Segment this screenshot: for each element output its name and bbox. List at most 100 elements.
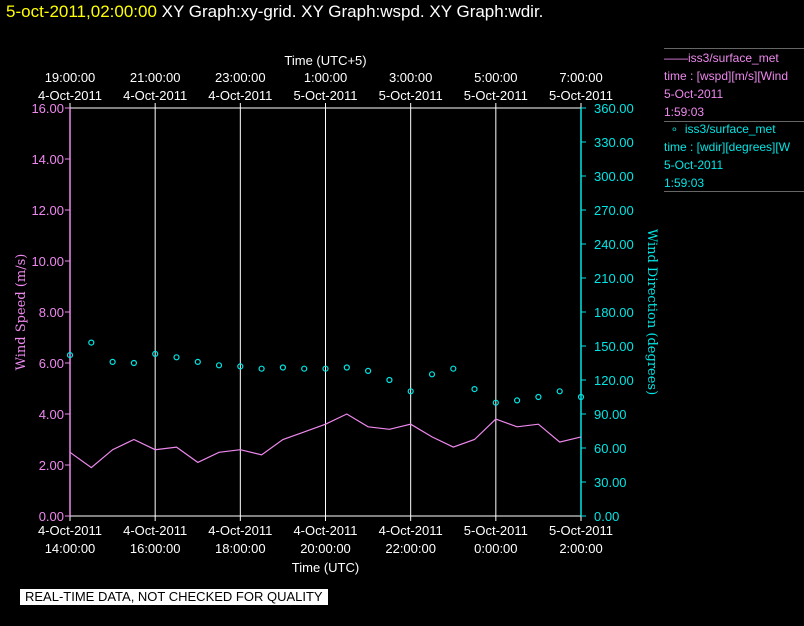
header-graph-titles: XY Graph:xy-grid. XY Graph:wspd. XY Grap… xyxy=(161,2,544,21)
right-tick-label: 330.00 xyxy=(594,135,634,150)
wind-direction-point xyxy=(152,350,159,357)
right-axis-label: Wind Direction (degrees) xyxy=(644,229,659,395)
left-tick-label: 0.00 xyxy=(39,509,64,524)
wind-direction-point xyxy=(322,365,329,372)
wind-direction-point xyxy=(577,393,585,401)
header-bar: 5-oct-2011,02:00:00 XY Graph:xy-grid. XY… xyxy=(6,2,543,22)
wind-direction-point xyxy=(535,393,542,401)
legend-series-time: 1:59:03 xyxy=(664,176,705,190)
top-axis-label: Time (UTC+5) xyxy=(284,53,366,68)
top-tick-date: 5-Oct-2011 xyxy=(549,88,613,103)
top-tick-time: 21:00:00 xyxy=(130,70,181,85)
bottom-tick-time: 20:00:00 xyxy=(300,541,351,556)
left-tick-label: 6.00 xyxy=(39,356,64,371)
left-tick-label: 8.00 xyxy=(39,305,64,320)
legend-series-name: iss3/surface_met xyxy=(688,51,779,65)
bottom-tick-date: 5-Oct-2011 xyxy=(549,523,613,538)
wind-direction-point xyxy=(258,365,265,372)
top-tick-date: 4-Oct-2011 xyxy=(208,88,272,103)
wind-direction-series xyxy=(66,339,585,406)
legend-series-name: iss3/surface_met xyxy=(684,122,776,136)
legend-series-date: 5-Oct-2011 xyxy=(664,158,724,172)
right-tick-label: 60.00 xyxy=(594,441,627,456)
wind-direction-point xyxy=(450,365,457,372)
top-tick-date: 5-Oct-2011 xyxy=(464,88,528,103)
right-tick-label: 120.00 xyxy=(594,373,634,388)
legend-series-desc: time : [wdir][degrees][W xyxy=(664,140,791,154)
right-tick-label: 90.00 xyxy=(594,407,627,422)
wind-direction-point xyxy=(215,362,223,369)
right-tick-label: 360.00 xyxy=(594,101,634,116)
legend-series-desc: time : [wspd][m/s][Wind xyxy=(664,69,789,83)
top-tick-time: 1:00:00 xyxy=(304,70,347,85)
top-tick-time: 19:00:00 xyxy=(45,70,96,85)
left-tick-label: 16.00 xyxy=(31,101,64,116)
bottom-tick-date: 5-Oct-2011 xyxy=(464,523,528,538)
top-tick-date: 4-Oct-2011 xyxy=(123,88,187,103)
wind-direction-point xyxy=(88,339,95,346)
right-tick-label: 180.00 xyxy=(594,305,634,320)
wind-speed-series xyxy=(69,413,582,469)
right-tick-label: 150.00 xyxy=(594,339,634,354)
legend-entry-wdir: ∘ iss3/surface_met time : [wdir][degrees… xyxy=(664,120,804,192)
bottom-tick-time: 16:00:00 xyxy=(130,541,181,556)
bottom-tick-time: 14:00:00 xyxy=(45,541,96,556)
qc-banner: REAL-TIME DATA, NOT CHECKED FOR QUALITY xyxy=(20,589,328,605)
bottom-axis-label: Time (UTC) xyxy=(292,560,359,575)
wind-direction-point xyxy=(556,388,563,395)
left-tick-label: 10.00 xyxy=(31,254,64,269)
wind-direction-point xyxy=(407,388,414,395)
bottom-tick-date: 4-Oct-2011 xyxy=(293,523,357,538)
top-tick-date: 5-Oct-2011 xyxy=(379,88,443,103)
top-tick-time: 23:00:00 xyxy=(215,70,266,85)
bottom-tick-date: 4-Oct-2011 xyxy=(208,523,272,538)
right-tick-label: 210.00 xyxy=(594,271,634,286)
wind-direction-point xyxy=(109,358,116,365)
legend-entry-wspd: ——iss3/surface_met time : [wspd][m/s][Wi… xyxy=(664,48,804,122)
right-tick-label: 0.00 xyxy=(594,509,619,524)
left-axis-label: Wind Speed (m/s) xyxy=(14,254,29,371)
wind-direction-point xyxy=(471,386,478,393)
wind-direction-point xyxy=(365,367,372,374)
left-tick-label: 14.00 xyxy=(31,152,64,167)
bottom-tick-date: 4-Oct-2011 xyxy=(123,523,187,538)
wind-direction-point xyxy=(343,364,350,371)
right-tick-label: 30.00 xyxy=(594,475,627,490)
wind-speed-line xyxy=(69,413,582,469)
vertical-grid xyxy=(69,108,582,516)
top-tick-time: 7:00:00 xyxy=(559,70,602,85)
header-timestamp: 5-oct-2011,02:00:00 xyxy=(6,2,157,21)
bottom-tick-time: 0:00:00 xyxy=(474,541,517,556)
left-tick-label: 4.00 xyxy=(39,407,64,422)
top-tick-date: 4-Oct-2011 xyxy=(38,88,102,103)
top-tick-time: 3:00:00 xyxy=(389,70,432,85)
wind-direction-point xyxy=(237,363,244,370)
legend-line-marker: —— xyxy=(664,51,688,65)
wind-direction-point xyxy=(492,399,499,406)
wind-direction-point xyxy=(386,376,393,384)
axes: 4-Oct-2011 14:00:00 4-Oct-2011 16:00:00 4-Oc… xyxy=(14,53,659,575)
wind-direction-point xyxy=(279,364,286,371)
right-tick-label: 300.00 xyxy=(594,169,634,184)
wind-direction-point xyxy=(428,371,436,378)
legend-series-date: 5-Oct-2011 xyxy=(664,87,724,101)
top-tick-date: 5-Oct-2011 xyxy=(293,88,357,103)
legend-series-time: 1:59:03 xyxy=(664,105,705,119)
bottom-tick-time: 22:00:00 xyxy=(385,541,436,556)
wind-direction-point xyxy=(513,397,521,404)
left-tick-label: 2.00 xyxy=(39,458,64,473)
wind-direction-point xyxy=(66,352,74,359)
wind-direction-point xyxy=(301,365,308,372)
bottom-tick-date: 4-Oct-2011 xyxy=(379,523,443,538)
wind-direction-point xyxy=(130,359,137,367)
right-tick-label: 240.00 xyxy=(594,237,634,252)
bottom-tick-time: 2:00:00 xyxy=(559,541,602,556)
legend-circle-marker: ∘ xyxy=(670,122,679,136)
top-tick-time: 5:00:00 xyxy=(474,70,517,85)
wind-direction-point xyxy=(194,358,201,365)
bottom-tick-time: 18:00:00 xyxy=(215,541,266,556)
right-tick-label: 270.00 xyxy=(594,203,634,218)
left-tick-label: 12.00 xyxy=(31,203,64,218)
bottom-tick-date: 4-Oct-2011 xyxy=(38,523,102,538)
